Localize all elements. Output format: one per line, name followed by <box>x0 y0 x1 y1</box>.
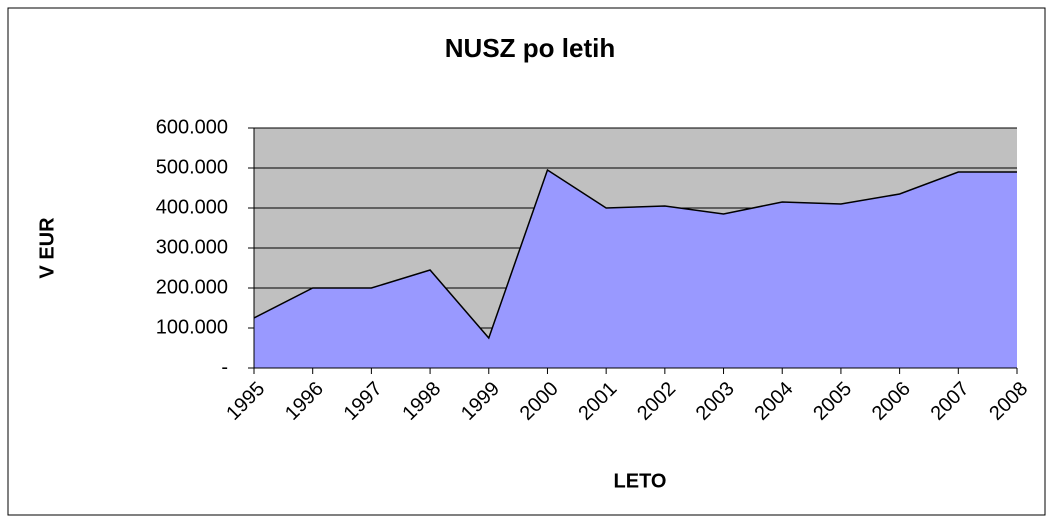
area-outline <box>253 168 1017 340</box>
y-tick-label: 100.000 <box>156 316 228 338</box>
y-tick-label: 600.000 <box>156 116 228 138</box>
area <box>254 170 1017 368</box>
chart-title: NUSZ po letih <box>445 33 615 63</box>
x-axis-title: LETO <box>614 470 667 492</box>
y-tick-label: 400.000 <box>156 196 228 218</box>
y-tick-label: 500.000 <box>156 156 228 178</box>
y-tick-label: 300.000 <box>156 236 228 258</box>
y-tick-label: - <box>221 356 228 378</box>
y-axis-title: V EUR <box>36 217 58 279</box>
y-tick-label: 200.000 <box>156 276 228 298</box>
